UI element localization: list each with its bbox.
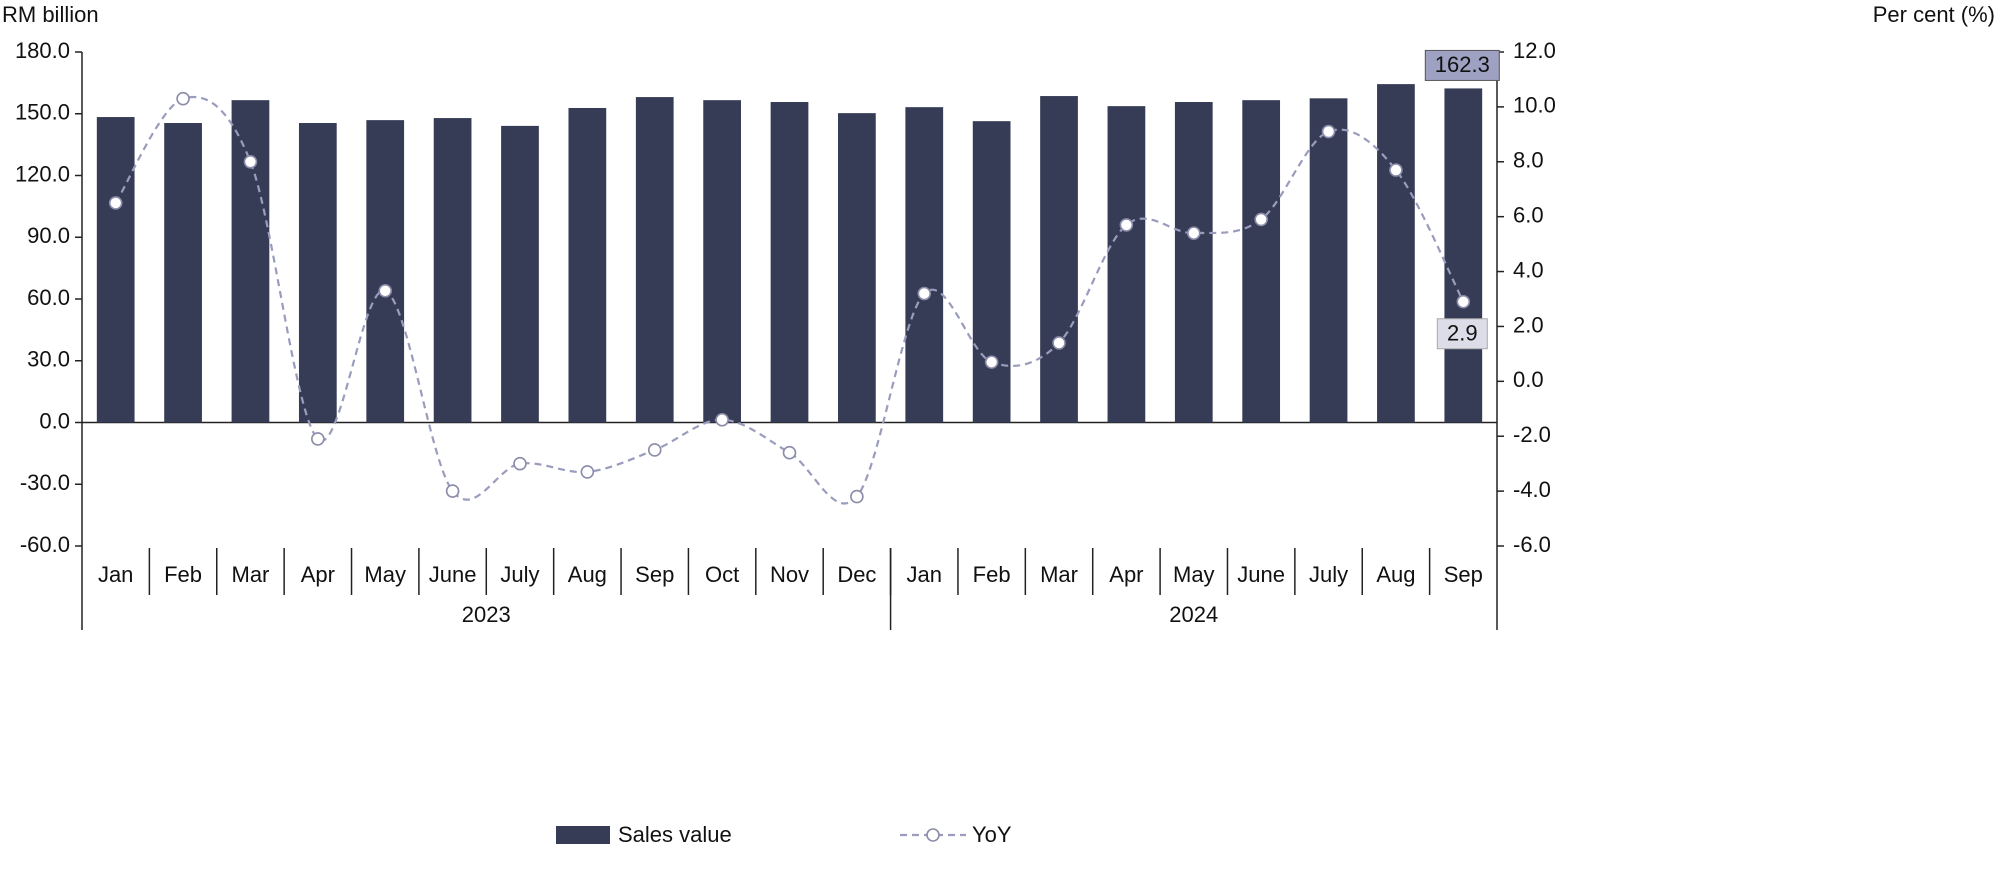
marker xyxy=(1254,212,1268,227)
x-tick-label: July xyxy=(500,562,539,587)
y2-tick-label: -4.0 xyxy=(1513,477,1551,502)
y2-tick-label: 0.0 xyxy=(1513,367,1544,392)
y-tick-label: -30.0 xyxy=(20,470,70,495)
value-label: 2.9 xyxy=(1447,321,1478,346)
y-tick-label: 60.0 xyxy=(27,285,70,310)
x-tick-label: May xyxy=(1173,562,1215,587)
marker xyxy=(513,456,527,471)
y-axis-label: RM billion xyxy=(2,2,99,27)
y-tick-label: 120.0 xyxy=(15,161,70,186)
x-tick-label: Jan xyxy=(98,562,133,587)
marker xyxy=(647,443,662,457)
y2-tick-label: -2.0 xyxy=(1513,422,1551,447)
x-tick-label: Sep xyxy=(635,562,674,587)
marker xyxy=(917,286,932,301)
marker xyxy=(580,465,595,479)
y2-tick-label: 2.0 xyxy=(1513,312,1544,337)
group-label: 2023 xyxy=(462,602,511,627)
marker xyxy=(715,412,729,427)
marker xyxy=(176,91,190,106)
bar xyxy=(501,125,539,423)
marker xyxy=(1119,218,1134,232)
value-label-box xyxy=(1436,318,1488,350)
bar xyxy=(433,118,472,423)
value-label-box xyxy=(1424,49,1500,81)
y-tick-label: 30.0 xyxy=(27,347,70,372)
x-tick-label: Aug xyxy=(1376,562,1415,587)
marker xyxy=(1321,124,1336,139)
bar xyxy=(1174,102,1213,423)
bar xyxy=(164,123,202,423)
marker xyxy=(782,445,797,460)
marker xyxy=(984,355,999,369)
y2-tick-label: 10.0 xyxy=(1513,93,1556,118)
x-tick-label: June xyxy=(429,562,477,587)
bar xyxy=(635,97,674,423)
bar xyxy=(1377,84,1415,423)
marker xyxy=(1456,294,1471,309)
value-label: 162.3 xyxy=(1435,52,1490,77)
bar xyxy=(568,107,607,423)
x-tick-label: July xyxy=(1309,562,1348,587)
marker xyxy=(108,196,123,210)
group-label: 2024 xyxy=(1169,602,1218,627)
bar xyxy=(1107,106,1146,423)
bar xyxy=(1242,100,1281,423)
bar xyxy=(298,123,337,423)
y2-tick-label: 8.0 xyxy=(1513,148,1544,173)
y2-tick-label: 12.0 xyxy=(1513,38,1556,63)
x-tick-label: Nov xyxy=(770,562,809,587)
x-tick-label: Mar xyxy=(232,562,270,587)
x-tick-label: Sep xyxy=(1444,562,1483,587)
y-tick-label: 0.0 xyxy=(39,408,70,433)
bar xyxy=(1040,96,1078,423)
marker xyxy=(1389,163,1403,177)
y2-tick-label: -6.0 xyxy=(1513,532,1551,557)
y2-tick-label: 6.0 xyxy=(1513,202,1544,227)
legend-swatch xyxy=(556,826,610,844)
x-tick-label: Apr xyxy=(1109,562,1143,587)
marker xyxy=(243,154,258,169)
x-tick-label: Aug xyxy=(568,562,607,587)
bar xyxy=(905,107,944,423)
y-tick-label: 90.0 xyxy=(27,223,70,248)
marker xyxy=(850,489,864,504)
marker xyxy=(1052,336,1066,350)
marker xyxy=(311,432,325,446)
bar xyxy=(1444,88,1483,423)
x-tick-label: Mar xyxy=(1040,562,1078,587)
marker xyxy=(445,484,460,498)
bar xyxy=(1309,98,1348,423)
bar xyxy=(366,120,405,423)
y-tick-label: -60.0 xyxy=(20,532,70,557)
x-tick-label: June xyxy=(1237,562,1285,587)
x-tick-label: Feb xyxy=(973,562,1011,587)
legend-label: Sales value xyxy=(618,822,732,847)
x-tick-label: May xyxy=(364,562,406,587)
marker xyxy=(378,283,393,298)
bar xyxy=(231,100,270,423)
x-tick-label: Feb xyxy=(164,562,202,587)
bar xyxy=(972,121,1011,423)
bar xyxy=(96,117,135,423)
legend-label: YoY xyxy=(972,822,1012,847)
bar xyxy=(703,100,741,423)
x-tick-label: Oct xyxy=(705,562,739,587)
y2-axis-label: Per cent (%) xyxy=(1873,2,1995,27)
bar xyxy=(838,113,876,423)
y-tick-label: 150.0 xyxy=(15,100,70,125)
x-tick-label: Jan xyxy=(907,562,942,587)
bar xyxy=(770,102,809,423)
x-tick-label: Apr xyxy=(301,562,335,587)
y-tick-label: 180.0 xyxy=(15,38,70,63)
x-tick-label: Dec xyxy=(837,562,876,587)
y2-tick-label: 4.0 xyxy=(1513,257,1544,282)
legend-marker xyxy=(926,828,940,842)
marker xyxy=(1186,226,1201,240)
